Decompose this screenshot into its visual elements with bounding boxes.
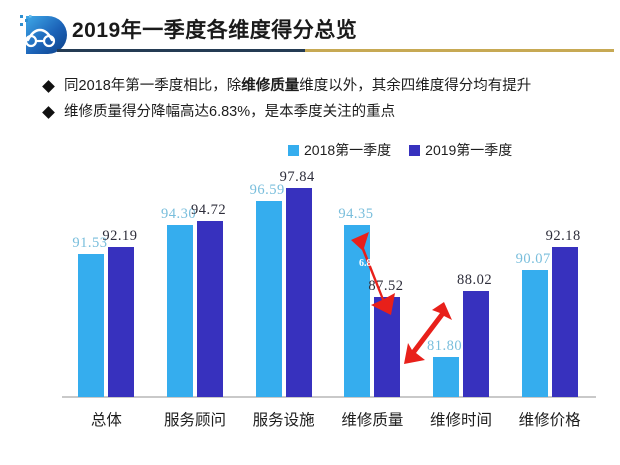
bar-维修价格-2018第一季度 [521, 269, 548, 397]
chart-legend: 2018第一季度 2019第一季度 [288, 140, 512, 160]
bar-维修质量-2018第一季度 [344, 224, 371, 397]
legend-label-2018: 2018第一季度 [304, 142, 392, 158]
title-rule-right [305, 49, 614, 52]
bar-维修时间-2019第一季度 [463, 291, 489, 397]
bar-value-label: 90.07 [515, 250, 551, 267]
bullet-text-2: 维修质量得分降幅高达6.83%，是本季度关注的重点 [64, 104, 396, 120]
legend-item-2018: 2018第一季度 [288, 140, 391, 160]
diamond-bullet-icon [42, 106, 55, 119]
bar-服务设施-2019第一季度 [285, 187, 312, 397]
legend-swatch-2019 [409, 144, 421, 156]
bar-value-label: 81.80 [427, 337, 463, 354]
title-rule-left [57, 49, 305, 52]
legend-swatch-2018 [288, 144, 299, 156]
bar-服务顾问-2018第一季度 [167, 225, 193, 397]
bar-value-label: 94.30 [161, 206, 197, 223]
bar-value-label: 88.02 [457, 272, 493, 289]
page-title: 2019年一季度各维度得分总览 [72, 19, 358, 42]
diamond-bullet-icon [42, 80, 55, 93]
chart-plot-area: 91.53 92.19 94.30 94.72 96.59 97.84 94.35 87.52… [62, 165, 594, 397]
bullet-list: 同2018年第一季度相比，除维修质量维度以外，其余四维度得分均有提升 维修质量得… [42, 76, 604, 128]
chart-baseline [62, 396, 596, 398]
x-axis-label-维修质量: 维修质量 [341, 412, 404, 429]
bar-value-label: 94.35 [338, 205, 374, 222]
decrease-arrow-value: 6.83 [359, 258, 377, 269]
x-axis-label-总体: 总体 [90, 412, 122, 429]
bar-总体-2019第一季度 [108, 247, 135, 397]
bar-value-label: 91.53 [72, 235, 108, 252]
list-item: 维修质量得分降幅高达6.83%，是本季度关注的重点 [42, 102, 604, 123]
company-car-logo-icon [18, 12, 68, 58]
bar-value-label: 94.72 [191, 201, 227, 218]
x-axis-label-维修时间: 维修时间 [429, 412, 492, 429]
x-axis-label-服务设施: 服务设施 [252, 412, 315, 429]
bullet-1-post: 维度以外，其余四维度得分均有提升 [299, 78, 532, 94]
x-axis-label-维修价格: 维修价格 [518, 412, 581, 429]
bar-value-label: 97.84 [279, 168, 315, 185]
bar-value-label: 87.52 [368, 277, 404, 294]
bar-value-label: 96.59 [249, 181, 285, 198]
legend-item-2019: 2019第一季度 [409, 140, 512, 160]
chart-x-axis-labels: 总体 服务顾问 服务设施 维修质量 维修时间 维修价格 [62, 408, 596, 438]
legend-label-2019: 2019第一季度 [425, 142, 513, 158]
slide-header: 2019年一季度各维度得分总览 [0, 0, 620, 62]
bar-维修时间-2018第一季度 [433, 356, 459, 397]
bar-value-label: 92.19 [102, 228, 138, 245]
increase-arrow-value: 6.22 [408, 317, 426, 328]
bar-维修价格-2019第一季度 [551, 247, 578, 397]
x-axis-label-服务顾问: 服务顾问 [163, 412, 226, 429]
increase-arrow-icon [404, 302, 452, 364]
bullet-text-1: 同2018年第一季度相比，除维修质量维度以外，其余四维度得分均有提升 [64, 76, 531, 97]
decrease-arrow-icon [351, 232, 395, 315]
bar-value-label: 92.18 [545, 228, 581, 245]
bar-总体-2018第一季度 [78, 254, 105, 397]
bullet-1-pre: 同2018年第一季度相比，除 [64, 78, 242, 94]
bullet-1-bold: 维修质量 [241, 78, 300, 94]
bar-服务顾问-2019第一季度 [197, 220, 223, 397]
bar-维修质量-2019第一季度 [374, 296, 401, 397]
list-item: 同2018年第一季度相比，除维修质量维度以外，其余四维度得分均有提升 [42, 76, 604, 97]
bar-服务设施-2018第一季度 [255, 200, 282, 397]
